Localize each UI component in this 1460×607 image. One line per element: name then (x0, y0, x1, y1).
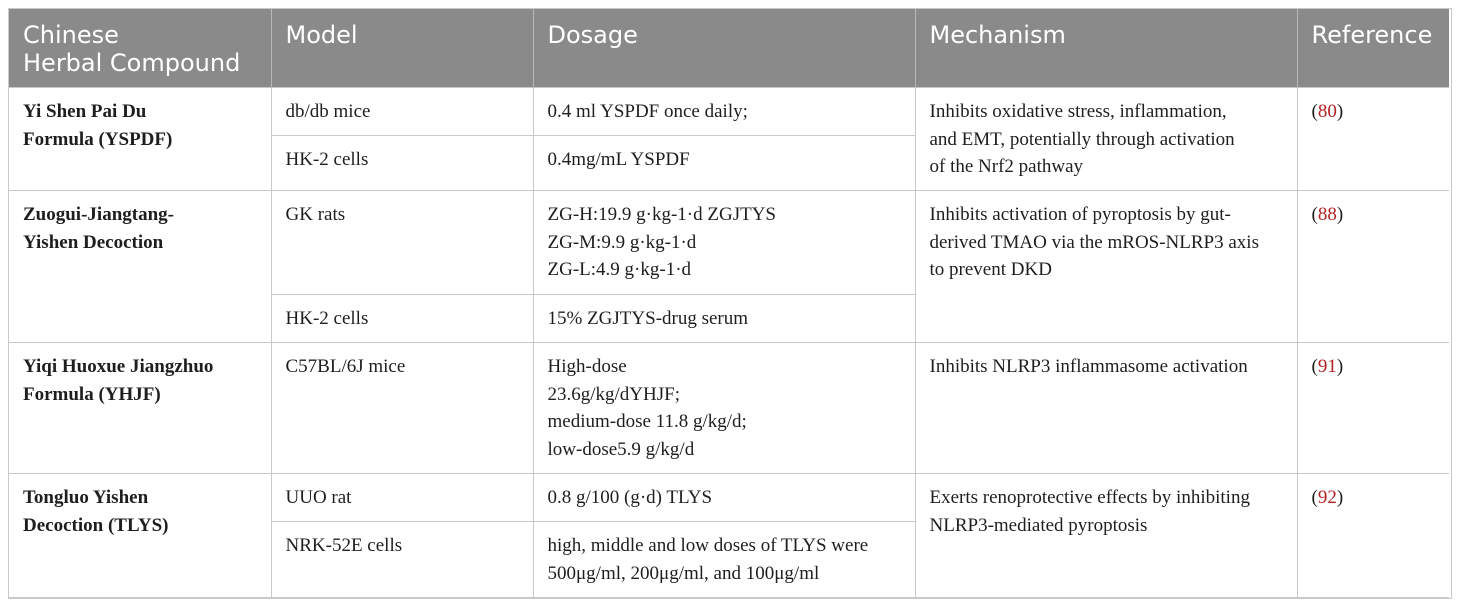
table-row: Yiqi Huoxue Jiangzhuo Formula (YHJF) C57… (9, 342, 1449, 474)
reference-cell: (80) (1296, 87, 1449, 191)
reference-cell: (92) (1296, 473, 1449, 598)
compound-cell: Yiqi Huoxue Jiangzhuo Formula (YHJF) (9, 342, 272, 474)
table-row: Tongluo Yishen Decoction (TLYS) UUO rat … (9, 473, 1449, 598)
header-row: Chinese Herbal Compound Model Dosage Mec… (9, 9, 1449, 88)
model-cell: db/db mice (270, 87, 534, 136)
table-row: Zuogui-Jiangtang- Yishen Decoction GK ra… (9, 190, 1449, 343)
compound-line: Formula (YHJF) (23, 383, 161, 405)
compound-cell: Zuogui-Jiangtang- Yishen Decoction (9, 190, 272, 343)
table-row: Yi Shen Pai Du Formula (YSPDF) db/db mic… (9, 87, 1449, 191)
compound-line: Zuogui-Jiangtang- (23, 204, 174, 225)
dosage-cell: ZG-H:19.9 g·kg-1·d ZGJTYS ZG-M:9.9 g·kg-… (532, 190, 916, 295)
model-cell: GK rats (270, 190, 534, 295)
dosage-line: High-dose (547, 356, 627, 377)
dosage-cell: High-dose 23.6g/kg/dYHJF; medium-dose 11… (532, 342, 916, 474)
model-cell: UUO rat (270, 473, 534, 522)
dosage-line: 0.4mg/mL YSPDF (547, 149, 690, 170)
mechanism-line: to prevent DKD (929, 259, 1052, 280)
dosage-line: ZG-M:9.9 g·kg-1·d (547, 231, 697, 253)
dosage-line: ZG-H:19.9 g·kg-1·d ZGJTYS (547, 204, 777, 225)
model-cell: HK-2 cells (270, 294, 534, 343)
compound-line: Decoction (TLYS) (23, 514, 169, 536)
mechanism-line: of the Nrf2 pathway (929, 156, 1084, 177)
dosage-line: 15% ZGJTYS-drug serum (547, 308, 749, 329)
dosage-cell: 0.4 ml YSPDF once daily; (532, 87, 916, 136)
table-row: NRK-52E cells high, middle and low doses… (9, 521, 1449, 598)
dosage-cell: 0.4mg/mL YSPDF (532, 135, 916, 191)
header-reference: Reference (1297, 9, 1449, 88)
compound-line: Yiqi Huoxue Jiangzhuo (23, 356, 214, 377)
mechanism-cell: Inhibits NLRP3 inflammasome activation (914, 342, 1298, 474)
model-cell: HK-2 cells (270, 135, 534, 191)
dosage-line: 23.6g/kg/dYHJF; (547, 383, 681, 405)
header-dosage: Dosage (533, 9, 916, 88)
mechanism-cell: Inhibits oxidative stress, inflammation,… (914, 87, 1298, 191)
dosage-line: 500μg/ml, 200μg/ml, and 100μg/ml (547, 562, 820, 584)
reference-link[interactable]: 88 (1317, 204, 1337, 225)
header-compound-line-2: Herbal Compound (23, 49, 241, 77)
reference-link[interactable]: 92 (1317, 487, 1337, 508)
mechanism-line: derived TMAO via the mROS-NLRP3 axis (929, 231, 1260, 253)
compound-table: Chinese Herbal Compound Model Dosage Mec… (9, 9, 1449, 598)
reference-link[interactable]: 91 (1317, 356, 1337, 377)
table-frame: Chinese Herbal Compound Model Dosage Mec… (8, 8, 1452, 599)
mechanism-line: and EMT, potentially through activation (929, 128, 1235, 150)
table-row: HK-2 cells 0.4mg/mL YSPDF (9, 135, 1449, 191)
mechanism-line: Inhibits oxidative stress, inflammation, (929, 101, 1227, 122)
dosage-cell: 15% ZGJTYS-drug serum (532, 294, 916, 343)
dosage-cell: 0.8 g/100 (g·d) TLYS (532, 473, 916, 522)
compound-cell: Tongluo Yishen Decoction (TLYS) (9, 473, 272, 598)
header-compound: Chinese Herbal Compound (9, 9, 272, 88)
dosage-cell: high, middle and low doses of TLYS were … (532, 521, 916, 598)
reference-cell: (91) (1296, 342, 1449, 474)
header-compound-line-1: Chinese (23, 21, 119, 49)
header-mechanism: Mechanism (915, 9, 1298, 88)
compound-line: Tongluo Yishen (23, 487, 149, 508)
compound-line: Formula (YSPDF) (23, 128, 173, 150)
dosage-line: 0.8 g/100 (g·d) TLYS (547, 487, 713, 508)
model-cell: NRK-52E cells (270, 521, 534, 598)
mechanism-cell: Inhibits activation of pyroptosis by gut… (914, 190, 1298, 343)
model-cell: C57BL/6J mice (270, 342, 534, 474)
mechanism-line: Inhibits NLRP3 inflammasome activation (929, 356, 1248, 377)
mechanism-line: Inhibits activation of pyroptosis by gut… (929, 204, 1231, 225)
compound-line: Yi Shen Pai Du (23, 101, 147, 122)
header-model: Model (271, 9, 534, 88)
dosage-line: ZG-L:4.9 g·kg-1·d (547, 259, 692, 280)
dosage-line: high, middle and low doses of TLYS were (547, 535, 869, 556)
dosage-line: low-dose5.9 g/kg/d (547, 438, 695, 460)
table-row: HK-2 cells 15% ZGJTYS-drug serum (9, 294, 1449, 343)
dosage-line: 0.4 ml YSPDF once daily; (547, 101, 748, 122)
mechanism-line: Exerts renoprotective effects by inhibit… (929, 487, 1250, 508)
mechanism-line: NLRP3-mediated pyroptosis (929, 514, 1148, 536)
dosage-line: medium-dose 11.8 g/kg/d; (547, 411, 747, 432)
reference-cell: (88) (1296, 190, 1449, 343)
compound-line: Yishen Decoction (23, 231, 164, 253)
mechanism-cell: Exerts renoprotective effects by inhibit… (914, 473, 1298, 598)
reference-link[interactable]: 80 (1317, 101, 1337, 122)
compound-cell: Yi Shen Pai Du Formula (YSPDF) (9, 87, 272, 191)
